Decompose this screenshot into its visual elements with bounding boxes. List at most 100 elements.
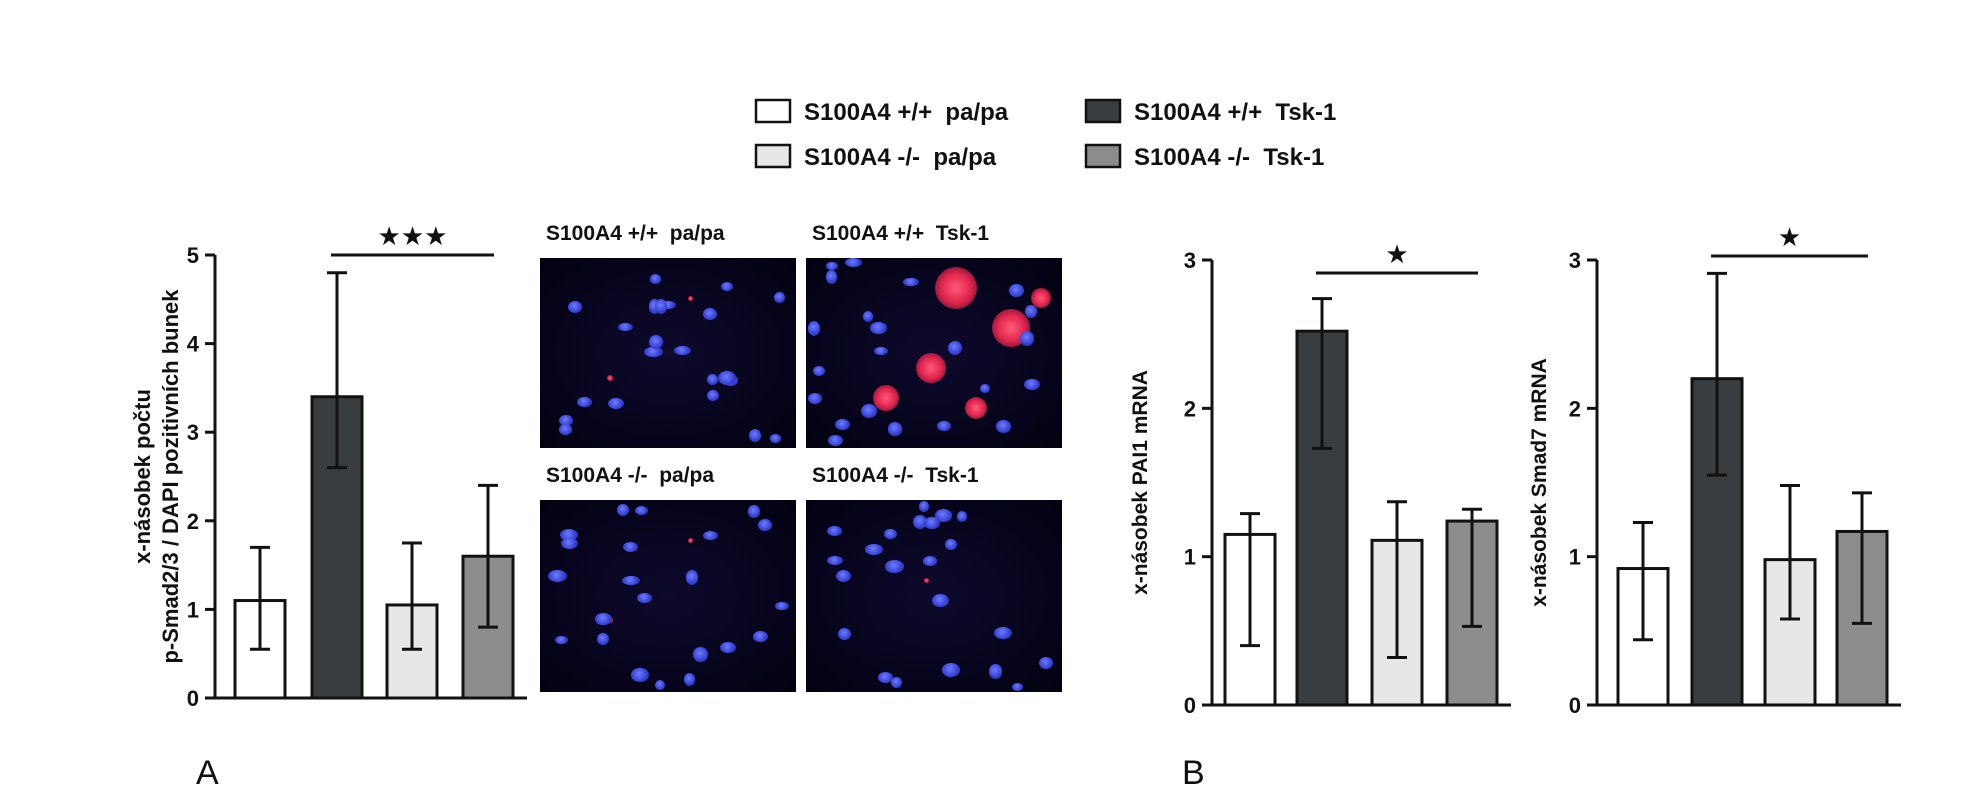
nucleus (922, 556, 937, 566)
nucleus (559, 414, 573, 427)
nucleus (623, 542, 639, 553)
nucleus (560, 529, 579, 542)
nucleus (775, 601, 790, 611)
y-tick-label: 0 (1569, 693, 1581, 718)
stained-cell (687, 295, 693, 301)
nucleus (944, 538, 957, 551)
nucleus (862, 311, 874, 322)
nucleus (654, 299, 667, 314)
nucleus (648, 298, 661, 314)
y-tick-label: 2 (1569, 396, 1581, 421)
nucleus (877, 672, 894, 683)
bar-chart: 0 1 2 3 4 5 x-násobek počtu p-Smad2/3 / DAPI po… (130, 221, 527, 711)
micrograph-image (806, 500, 1062, 692)
nucleus (608, 397, 624, 409)
nucleus (596, 632, 609, 646)
nucleus (827, 555, 843, 565)
nucleus (1025, 304, 1037, 319)
y-tick-label: 1 (187, 597, 199, 622)
significance-marker: ★★★ (378, 221, 448, 251)
micrograph-label: S100A4 -/- Tsk-1 (812, 464, 979, 487)
stained-cell (935, 267, 977, 309)
stained-cell (923, 577, 929, 583)
y-axis-label: x-násobek počtu (130, 389, 155, 564)
nucleus (630, 667, 649, 683)
nucleus (650, 274, 662, 284)
y-tick-label: 2 (187, 509, 199, 534)
nucleus (948, 340, 963, 355)
nucleus (845, 258, 863, 268)
micrograph-image (540, 258, 796, 448)
legend-item: S100A4 -/- Tsk-1 (1084, 143, 1324, 171)
nucleus (644, 347, 663, 358)
nucleus (622, 576, 640, 586)
micrograph-label: S100A4 +/+ Tsk-1 (812, 222, 990, 245)
nucleus (685, 570, 699, 585)
stained-cell (965, 397, 987, 419)
panel-letter-b: B (1182, 754, 1205, 792)
legend-swatch (754, 98, 792, 124)
nucleus (774, 291, 786, 303)
nucleus (825, 261, 838, 271)
nucleus (931, 594, 950, 608)
micrograph-label: S100A4 +/+ pa/pa (546, 222, 725, 245)
y-tick-label: 1 (1569, 545, 1581, 570)
nucleus (1038, 656, 1053, 670)
legend-item: S100A4 +/+ Tsk-1 (1084, 98, 1336, 126)
nucleus (826, 270, 838, 285)
micrograph-image (806, 258, 1062, 448)
legend-label: S100A4 -/- pa/pa (804, 144, 997, 171)
nucleus (560, 538, 578, 549)
nucleus (924, 516, 940, 530)
nucleus (941, 663, 960, 677)
significance-marker: ★ (1385, 239, 1408, 269)
y-tick-label: 0 (1184, 693, 1196, 718)
nucleus (649, 335, 664, 350)
nucleus (993, 627, 1013, 640)
nucleus (957, 511, 968, 522)
nucleus (707, 390, 720, 401)
stained-cell (1031, 288, 1051, 308)
nucleus (835, 570, 851, 583)
stained-cell (873, 385, 899, 411)
stained-cell (916, 353, 946, 383)
legend-label: S100A4 +/+ Tsk-1 (1134, 99, 1336, 126)
nucleus (559, 424, 573, 435)
nucleus (887, 422, 902, 436)
nucleus (835, 418, 850, 430)
micrograph-label: S100A4 -/- pa/pa (546, 464, 715, 487)
nucleus (1023, 379, 1040, 391)
nucleus (702, 308, 717, 320)
legend-item: S100A4 -/- pa/pa (754, 143, 997, 171)
y-tick-label: 3 (1569, 248, 1581, 273)
legend-label: S100A4 +/+ pa/pa (804, 99, 1009, 126)
nucleus (808, 393, 823, 405)
bar-chart: 0 1 2 3 x-násobek PAI1 mRNA ★ (1129, 239, 1511, 718)
nucleus (865, 544, 883, 555)
legend-swatch (754, 143, 792, 169)
nucleus (813, 365, 825, 377)
nucleus (634, 505, 649, 516)
nucleus (548, 570, 567, 582)
nucleus (826, 525, 843, 537)
nucleus (1009, 283, 1025, 298)
nucleus (912, 515, 927, 530)
nucleus (884, 528, 897, 540)
nucleus (757, 518, 772, 531)
nucleus (902, 277, 919, 287)
y-tick-label: 5 (187, 243, 199, 268)
y-axis-label: p-Smad2/3 / DAPI pozitivních bunek (158, 289, 183, 664)
legend-label: S100A4 -/- Tsk-1 (1134, 144, 1324, 171)
y-tick-label: 3 (187, 420, 199, 445)
bar (1763, 558, 1817, 707)
nucleus (567, 301, 583, 314)
legend-swatch (1084, 143, 1122, 169)
nucleus (748, 505, 760, 519)
nucleus (720, 641, 737, 653)
nucleus (1020, 330, 1035, 346)
nucleus (918, 500, 929, 513)
nucleus (838, 627, 851, 640)
nucleus (721, 281, 734, 292)
nucleus (769, 434, 782, 443)
nucleus (577, 396, 592, 408)
